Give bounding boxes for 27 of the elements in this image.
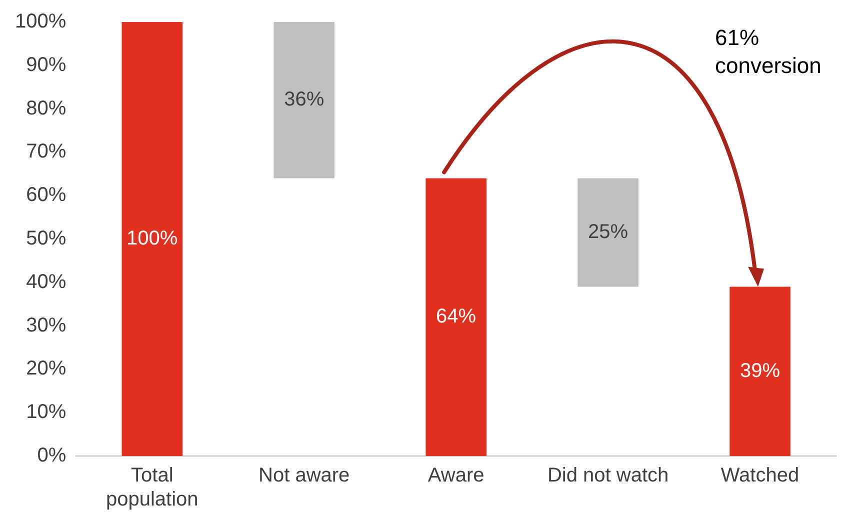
y-tick-label: 70% [26, 140, 66, 163]
y-tick-label: 80% [26, 97, 66, 120]
data-label: 39% [740, 360, 780, 382]
y-tick-label: 60% [26, 184, 66, 206]
x-tick-label: Did not watch [547, 464, 669, 487]
bar [274, 22, 334, 178]
y-tick-label: 40% [26, 270, 66, 293]
annotation: 61% conversion [715, 24, 822, 80]
y-tick-label: 50% [26, 228, 66, 250]
bar [122, 22, 183, 456]
y-tick-label: 10% [26, 401, 66, 424]
data-label: 100% [126, 228, 178, 250]
y-tick-label: 30% [26, 314, 66, 336]
bar [426, 178, 486, 456]
data-label: 36% [284, 88, 324, 111]
y-tick-label: 0% [37, 444, 66, 467]
data-label: 64% [436, 306, 476, 328]
bar [730, 286, 790, 456]
y-tick-label: 20% [26, 358, 66, 380]
x-tick-label: Aware [428, 464, 484, 487]
y-tick-label: 90% [26, 54, 66, 76]
x-tick-label: Not aware [258, 464, 350, 487]
bar [578, 178, 638, 287]
x-tick-label: Total population [106, 464, 198, 511]
data-label: 25% [588, 221, 628, 244]
y-tick-label: 100% [14, 10, 66, 33]
x-tick-label: Watched [720, 464, 800, 487]
